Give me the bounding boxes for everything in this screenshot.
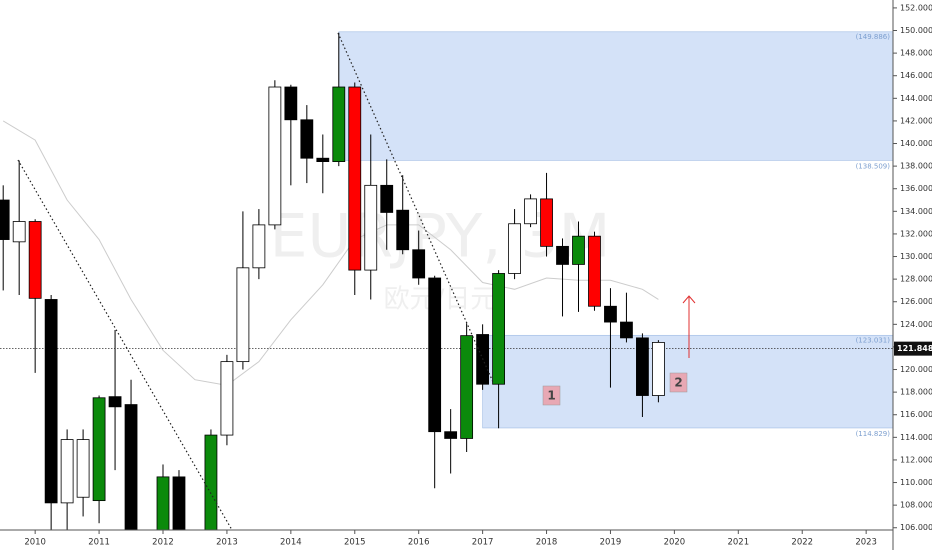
- y-tick-label: 148.000: [900, 49, 932, 58]
- y-tick-label: 106.000: [900, 523, 932, 532]
- candle-body: [268, 86, 282, 226]
- plot-area: [0, 31, 893, 530]
- y-tick-label: 124.000: [900, 320, 932, 329]
- y-tick-label: 130.000: [900, 252, 932, 261]
- trend-line: [17, 159, 233, 531]
- zone-label: (149.886): [856, 33, 891, 41]
- candle-body: [652, 342, 665, 396]
- candle-body: [316, 157, 330, 162]
- x-tick-label: 2020: [664, 538, 686, 548]
- candle-body: [444, 431, 458, 439]
- x-tick-label: 2012: [152, 538, 174, 548]
- candle-body: [300, 119, 314, 159]
- x-tick-label: 2015: [344, 538, 366, 548]
- x-tick-label: 2017: [472, 538, 494, 548]
- zone-label: (138.509): [856, 162, 891, 170]
- candle-body: [524, 198, 537, 225]
- x-tick-label: 2022: [791, 538, 813, 548]
- candle-body: [124, 404, 138, 530]
- candle-body: [508, 223, 521, 274]
- y-tick-label: 114.000: [900, 433, 932, 442]
- candle-body: [428, 277, 442, 433]
- y-tick-label: 152.000: [900, 3, 932, 12]
- y-tick-label: 112.000: [900, 455, 932, 464]
- candle-body: [364, 184, 378, 271]
- zone: [338, 31, 893, 161]
- last-price-label: 121.848: [897, 344, 932, 353]
- x-tick-label: 2019: [600, 538, 622, 548]
- y-tick-label: 138.000: [900, 162, 932, 171]
- y-tick-label: 146.000: [900, 71, 932, 80]
- y-tick-label: 120.000: [900, 365, 932, 374]
- candle-body: [332, 86, 346, 162]
- candle-body: [172, 476, 186, 530]
- y-tick-label: 134.000: [900, 207, 932, 216]
- candle-body: [76, 439, 90, 498]
- annotation-box: [542, 385, 561, 406]
- candle-body: [604, 305, 617, 323]
- zone: [482, 334, 893, 429]
- candle-body: [12, 221, 26, 243]
- y-tick-label: 116.000: [900, 410, 932, 419]
- x-tick-label: 2011: [88, 538, 110, 548]
- y-tick-label: 118.000: [900, 388, 932, 397]
- candle-body: [204, 434, 218, 530]
- zone-label: (123.031): [856, 336, 891, 344]
- candle-body: [636, 337, 649, 396]
- x-tick-label: 2016: [408, 538, 430, 548]
- annotation: 1: [547, 389, 555, 403]
- y-tick-label: 110.000: [900, 478, 932, 487]
- candle-body: [412, 249, 426, 279]
- candle-body: [396, 209, 410, 251]
- candle-body: [60, 439, 74, 504]
- arrow-head: [682, 295, 696, 304]
- x-tick-label: 2018: [536, 538, 558, 548]
- x-tick-label: 2010: [24, 538, 46, 548]
- annotation-box: [669, 372, 688, 393]
- candle-body: [588, 235, 601, 307]
- candle-body: [556, 245, 569, 265]
- x-tick-label: 2021: [727, 538, 749, 548]
- candle-body: [348, 86, 362, 271]
- candle-body: [620, 321, 633, 339]
- watermark-title: EURJPY, 3M: [270, 202, 611, 272]
- candle-body: [572, 235, 585, 265]
- candle-body: [236, 267, 250, 363]
- y-tick-label: 128.000: [900, 275, 932, 284]
- zone-label: (114.829): [856, 430, 891, 438]
- candle-body: [220, 361, 234, 436]
- y-tick-label: 142.000: [900, 116, 932, 125]
- y-tick-label: 144.000: [900, 94, 932, 103]
- candle-body: [284, 86, 298, 121]
- y-tick-label: 108.000: [900, 501, 932, 510]
- candle-body: [108, 396, 122, 408]
- y-tick-label: 150.000: [900, 26, 932, 35]
- y-tick-label: 126.000: [900, 297, 932, 306]
- x-tick-label: 2013: [216, 538, 238, 548]
- candle-body: [0, 199, 10, 240]
- last-price-box: [894, 341, 932, 356]
- candle-body: [44, 299, 58, 504]
- candle-body: [92, 397, 106, 502]
- y-tick-label: 132.000: [900, 229, 932, 238]
- y-tick-label: 140.000: [900, 139, 932, 148]
- candle-body: [540, 198, 553, 247]
- annotation: 2: [674, 376, 682, 390]
- candle-body: [492, 273, 505, 385]
- candle-body: [460, 335, 474, 439]
- candle-body: [28, 221, 42, 299]
- x-tick-label: 2014: [280, 538, 302, 548]
- x-tick-label: 2023: [855, 538, 877, 548]
- candle-body: [252, 224, 266, 269]
- candle-body: [380, 184, 394, 213]
- y-tick-label: 136.000: [900, 184, 932, 193]
- candle-body: [156, 476, 170, 530]
